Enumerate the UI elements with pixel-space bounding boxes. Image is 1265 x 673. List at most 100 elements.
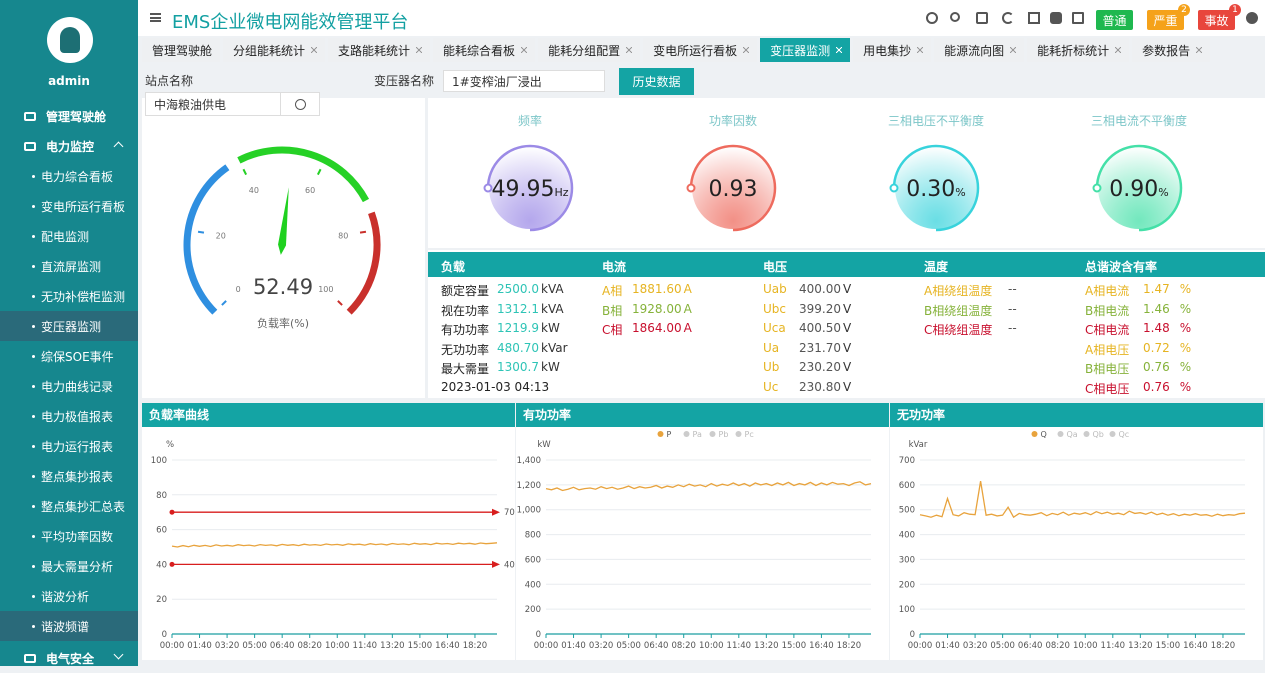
tab-close[interactable] — [521, 47, 528, 53]
x-tick-label: 10:00 — [325, 641, 350, 651]
tab[interactable]: 能耗折标统计 — [1027, 38, 1130, 62]
tab[interactable]: 分组能耗统计 — [223, 38, 326, 62]
cell-unit: kVar — [541, 340, 568, 355]
tab[interactable]: 变压器监测 — [760, 38, 851, 62]
cell-label: 无功功率 — [441, 342, 490, 357]
tab-close[interactable] — [1010, 47, 1017, 53]
icon-fullscreen[interactable] — [1028, 12, 1040, 24]
y-tick-label: 100 — [899, 605, 915, 615]
menu-item[interactable]: 电力运行报表 — [0, 431, 138, 461]
x-tick-label: 11:40 — [727, 641, 752, 651]
x-tick-label: 18:20 — [463, 641, 488, 651]
cell-unit: A — [683, 301, 692, 316]
x-tick-label: 05:00 — [242, 641, 267, 651]
menu-toggle[interactable] — [150, 13, 161, 22]
tab[interactable]: 支路能耗统计 — [328, 38, 431, 62]
x-tick-label: 13:20 — [380, 641, 405, 651]
legend-label: P — [667, 430, 672, 439]
avatar[interactable] — [47, 17, 93, 63]
alarm-button[interactable]: 普通 — [1096, 10, 1133, 30]
station-label: 站点名称 — [145, 74, 194, 88]
x-tick-label: 00:00 — [160, 641, 185, 651]
menu-item[interactable]: 整点集抄报表 — [0, 461, 138, 491]
x-tick-label: 05:00 — [990, 641, 1015, 651]
menu-item[interactable]: 直流屏监测 — [0, 251, 138, 281]
legend-label: Q — [1041, 430, 1047, 439]
cell-value: 230.20 — [799, 360, 841, 374]
menu-item[interactable]: 电力综合看板 — [0, 161, 138, 191]
icon-font[interactable] — [1072, 12, 1084, 24]
menu-item[interactable]: 谐波频谱 — [0, 611, 138, 641]
y-tick-label: 0 — [910, 630, 915, 640]
indicator-disc — [692, 147, 774, 229]
menu-item[interactable]: 电力曲线记录 — [0, 371, 138, 401]
icon-sound[interactable] — [976, 12, 988, 24]
tab[interactable]: 变电所运行看板 — [643, 38, 758, 62]
legend-marker — [1109, 431, 1116, 437]
tab-close[interactable] — [836, 47, 843, 53]
tab-close[interactable] — [1196, 47, 1203, 53]
menu-arrow — [113, 141, 124, 152]
icon-search[interactable] — [950, 12, 960, 22]
x-tick-label: 03:20 — [215, 641, 240, 651]
alarm-button[interactable]: 严重 2 — [1147, 4, 1190, 30]
chart-header — [142, 403, 515, 427]
history-button[interactable]: 历史数据 — [619, 68, 694, 95]
menu-item[interactable]: 变压器监测 — [0, 311, 138, 341]
menu-item[interactable]: 平均功率因数 — [0, 521, 138, 551]
tab-label: 管理驾驶舱 — [152, 43, 213, 58]
cell-label: B相绕组温度 — [924, 303, 993, 318]
tab[interactable]: 能耗分组配置 — [538, 38, 641, 62]
tab-close[interactable] — [311, 47, 318, 53]
tab-close[interactable] — [626, 47, 633, 53]
icon-help[interactable] — [926, 12, 938, 24]
transformer-select[interactable]: 1#变榨油厂浸出 — [443, 70, 605, 92]
tab-close[interactable] — [743, 47, 750, 53]
tab-label: 参数报告 — [1142, 43, 1191, 58]
menu-label: 谐波分析 — [41, 589, 90, 604]
menu-item[interactable]: 谐波分析 — [0, 581, 138, 611]
menu-item[interactable]: 最大需量分析 — [0, 551, 138, 581]
icon-refresh[interactable] — [1002, 12, 1014, 24]
menu-item[interactable]: 管理驾驶舱 — [0, 101, 138, 131]
table-row: B相 1928.00 A — [602, 302, 692, 319]
menu-item[interactable]: 无功补偿柜监测 — [0, 281, 138, 311]
menu-item[interactable]: 电力极值报表 — [0, 401, 138, 431]
x-tick-label: 16:40 — [1183, 641, 1208, 651]
tab[interactable]: 用电集抄 — [853, 38, 932, 62]
column-header: 负载 — [441, 260, 466, 274]
menu-item[interactable]: 整点集抄汇总表 — [0, 491, 138, 521]
icon-user[interactable] — [1246, 12, 1258, 24]
cell-label: 2023-01-03 04:13 — [441, 379, 550, 394]
tab-close[interactable] — [416, 47, 423, 53]
gauge: 52.49 负载率(%) 0 20 40 60 80 100 — [183, 146, 381, 330]
alarm-button[interactable]: 事故 1 — [1198, 4, 1241, 30]
legend-marker — [735, 431, 742, 437]
cell-unit: % — [1179, 340, 1192, 355]
cell-label: C相电压 — [1085, 381, 1130, 396]
table-row: 2023-01-03 04:13 — [441, 380, 549, 394]
menu-item[interactable]: 配电监测 — [0, 221, 138, 251]
cell-value: 1.47 — [1143, 282, 1170, 296]
menu-item[interactable]: 综保SOE事件 — [0, 341, 138, 371]
search-button[interactable] — [280, 92, 320, 116]
menu-label: 综保SOE事件 — [41, 349, 114, 364]
tab-close[interactable] — [917, 47, 924, 53]
tab[interactable]: 能耗综合看板 — [433, 38, 536, 62]
icon-skin[interactable] — [1050, 12, 1062, 24]
menu-item[interactable]: 电力监控 — [0, 131, 138, 161]
menu-item[interactable]: 变电所运行看板 — [0, 191, 138, 221]
alarm-button-label: 普通 — [1102, 13, 1127, 28]
cell-value: 400.00 — [799, 282, 841, 296]
legend-marker — [1057, 431, 1064, 437]
indicator-dot — [686, 183, 696, 193]
menu-label: 直流屏监测 — [41, 259, 102, 274]
tab-close[interactable] — [1115, 47, 1122, 53]
cell-label: Ubc — [763, 301, 786, 316]
tab[interactable]: 参数报告 — [1132, 38, 1211, 62]
station-input[interactable]: 中海粮油供电 — [145, 92, 281, 116]
tab[interactable]: 能源流向图 — [934, 38, 1025, 62]
menu-item[interactable]: 电气安全 — [0, 643, 138, 673]
indicator-disc — [895, 147, 977, 229]
tab[interactable]: 管理驾驶舱 — [142, 38, 221, 62]
